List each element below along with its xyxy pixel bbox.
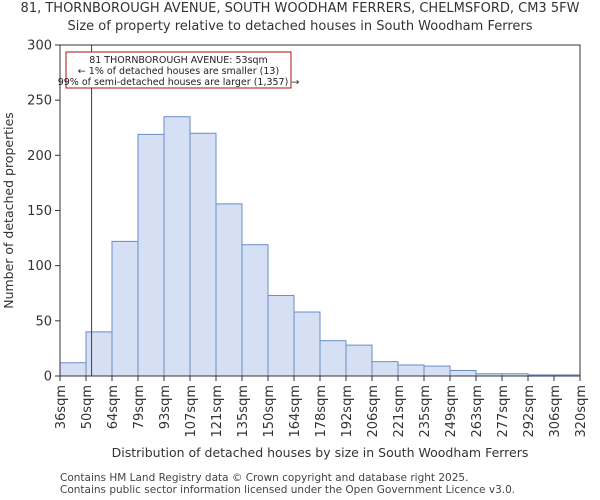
x-tick-label: 107sqm bbox=[184, 385, 199, 438]
x-tick-label: 320sqm bbox=[574, 385, 589, 438]
x-tick-label: 64sqm bbox=[106, 385, 121, 429]
x-tick-label: 50sqm bbox=[80, 385, 95, 429]
y-tick-label: 150 bbox=[27, 204, 52, 219]
x-tick-label: 235sqm bbox=[418, 385, 433, 438]
y-axis-label: Number of detached properties bbox=[1, 112, 16, 309]
chart-title: 81, THORNBOROUGH AVENUE, SOUTH WOODHAM F… bbox=[20, 1, 580, 16]
x-tick-label: 221sqm bbox=[392, 385, 407, 438]
y-tick-label: 100 bbox=[27, 259, 52, 274]
x-tick-label: 121sqm bbox=[210, 385, 225, 438]
y-tick-label: 0 bbox=[44, 370, 52, 385]
annotation-box bbox=[65, 51, 292, 89]
histogram-bar bbox=[449, 369, 477, 377]
x-tick-label: 178sqm bbox=[314, 385, 329, 438]
x-tick-label: 277sqm bbox=[496, 385, 511, 438]
x-tick-label: 263sqm bbox=[470, 385, 485, 438]
footer-line-1: Contains HM Land Registry data © Crown c… bbox=[60, 472, 469, 484]
x-tick-label: 249sqm bbox=[444, 385, 459, 438]
x-tick-label: 192sqm bbox=[340, 385, 355, 438]
y-tick-label: 250 bbox=[27, 94, 52, 109]
histogram-bar bbox=[163, 116, 191, 377]
y-tick-label: 50 bbox=[35, 314, 52, 329]
annotation-line: ← 1% of detached houses are smaller (13) bbox=[78, 66, 279, 77]
x-tick-label: 135sqm bbox=[236, 385, 251, 438]
x-tick-label: 79sqm bbox=[132, 385, 147, 429]
x-tick-label: 206sqm bbox=[366, 385, 381, 438]
histogram-bar bbox=[267, 294, 295, 377]
y-tick-label: 200 bbox=[27, 149, 52, 164]
histogram-bar bbox=[241, 244, 269, 377]
histogram-bar bbox=[215, 203, 243, 377]
histogram-bar bbox=[189, 132, 217, 377]
x-tick-label: 164sqm bbox=[288, 385, 303, 438]
x-tick-label: 292sqm bbox=[522, 385, 537, 438]
histogram-bar bbox=[85, 331, 113, 377]
x-tick-label: 150sqm bbox=[262, 385, 277, 438]
histogram-bar bbox=[423, 365, 451, 377]
histogram-bar bbox=[59, 362, 87, 377]
x-tick-label: 93sqm bbox=[158, 385, 173, 429]
annotation-line: 81 THORNBOROUGH AVENUE: 53sqm bbox=[89, 55, 268, 66]
histogram-bar bbox=[319, 340, 347, 377]
y-tick-label: 300 bbox=[27, 39, 52, 54]
histogram-bar bbox=[397, 364, 425, 377]
footer-line-2: Contains public sector information licen… bbox=[60, 484, 516, 496]
x-tick-label: 36sqm bbox=[54, 385, 69, 429]
x-axis-label: Distribution of detached houses by size … bbox=[112, 445, 529, 460]
x-tick-label: 306sqm bbox=[548, 385, 563, 438]
histogram-bar bbox=[371, 361, 399, 377]
histogram-bar bbox=[345, 344, 373, 377]
chart-subtitle: Size of property relative to detached ho… bbox=[67, 19, 533, 34]
histogram-bar bbox=[137, 133, 165, 377]
histogram-bar bbox=[111, 240, 139, 377]
histogram-bar bbox=[293, 311, 321, 377]
annotation-line: 99% of semi-detached houses are larger (… bbox=[58, 77, 300, 88]
